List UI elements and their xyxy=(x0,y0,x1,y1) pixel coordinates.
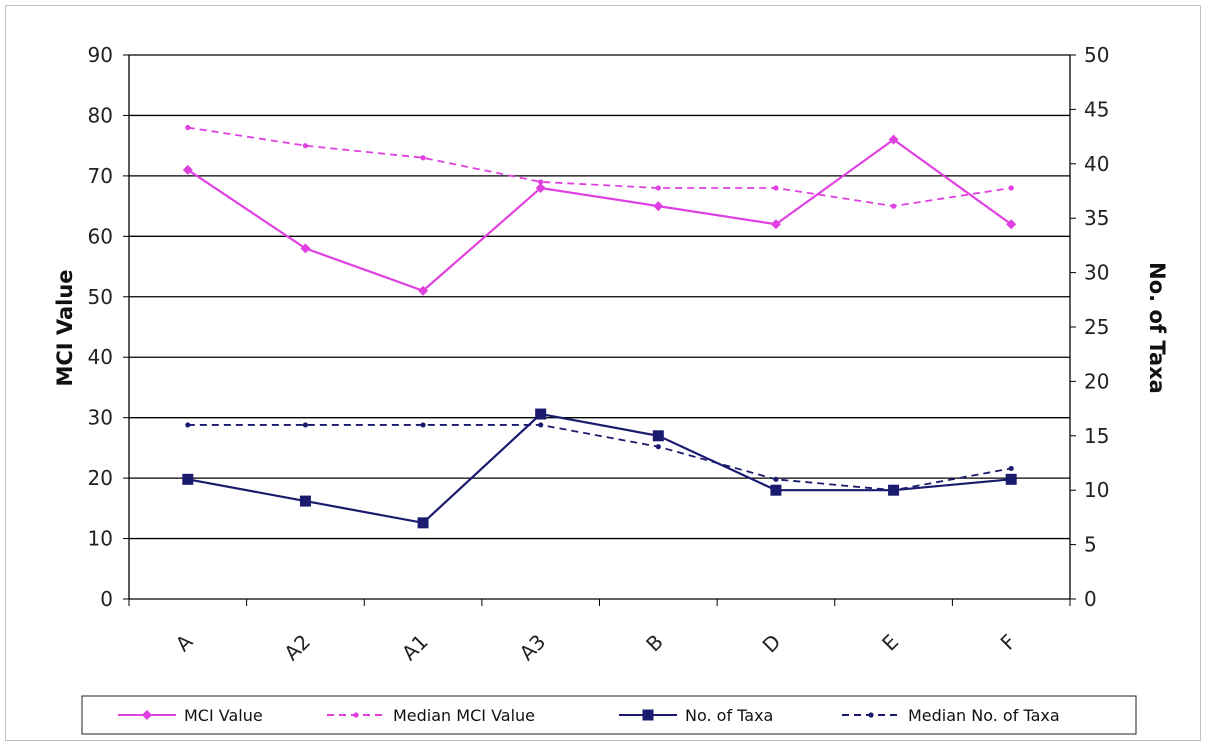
data-point xyxy=(890,487,897,493)
data-point xyxy=(1008,185,1014,191)
data-point xyxy=(302,422,309,428)
x-tick-label: A1 xyxy=(397,630,433,666)
legend-label: Median MCI Value xyxy=(393,706,535,725)
y2-tick-label: 20 xyxy=(1084,369,1109,393)
y2-tick-label: 15 xyxy=(1084,424,1109,448)
data-point xyxy=(868,712,874,718)
x-tick-label: E xyxy=(877,630,903,656)
data-point xyxy=(773,476,779,482)
y2-tick-label: 10 xyxy=(1084,478,1109,502)
data-point xyxy=(770,484,782,496)
data-point xyxy=(300,243,311,254)
y2-tick-label: 50 xyxy=(1084,43,1109,67)
legend-label: No. of Taxa xyxy=(685,706,773,725)
series-line-median-mci-value xyxy=(187,126,1012,208)
data-point xyxy=(418,285,429,296)
y2-tick-label: 30 xyxy=(1084,261,1109,285)
data-point xyxy=(652,430,664,442)
data-point xyxy=(420,155,426,161)
data-point xyxy=(538,179,544,185)
y-axis-title: MCI Value xyxy=(53,269,77,386)
data-point xyxy=(185,422,191,428)
data-point xyxy=(182,164,193,175)
y-tick-label: 50 xyxy=(88,285,113,309)
data-point xyxy=(655,185,661,191)
data-point xyxy=(1005,473,1017,485)
x-tick-label: A2 xyxy=(279,630,315,666)
data-point xyxy=(642,709,654,721)
data-point xyxy=(653,201,664,212)
chart-frame xyxy=(5,5,1201,741)
y-tick-label: 70 xyxy=(88,164,113,188)
data-point xyxy=(353,712,359,718)
data-point xyxy=(535,182,546,193)
grid-layer xyxy=(129,54,1070,540)
legend-label: Median No. of Taxa xyxy=(908,706,1060,725)
y2-tick-label: 0 xyxy=(1084,587,1097,611)
y2-axis-title: No. of Taxa xyxy=(1145,262,1169,394)
x-tick-label: A xyxy=(171,629,198,656)
y2-tick-label: 45 xyxy=(1084,97,1109,121)
data-point xyxy=(302,143,309,149)
data-point xyxy=(1008,465,1014,472)
legend: MCI Value Median MCI Value No. of Taxa Medi… xyxy=(81,695,1137,735)
y2-tick-label: 5 xyxy=(1084,533,1097,557)
series-layer xyxy=(182,124,1017,529)
data-point xyxy=(417,517,429,529)
y2-tick-label: 35 xyxy=(1084,206,1109,230)
data-point xyxy=(770,219,781,230)
y-tick-label: 80 xyxy=(88,103,113,127)
data-point xyxy=(142,710,152,720)
y-tick-label: 60 xyxy=(88,224,113,248)
y-tick-label: 20 xyxy=(88,466,113,490)
series-line-no-of-taxa xyxy=(187,412,1012,525)
legend-label: MCI Value xyxy=(184,706,263,725)
y-tick-label: 30 xyxy=(88,406,113,430)
data-point xyxy=(182,473,194,485)
data-point xyxy=(1006,219,1017,230)
series-line-mci-value xyxy=(187,138,1012,292)
data-point xyxy=(773,185,779,191)
series-line-median-no-of-taxa xyxy=(187,424,1012,492)
y2-tick-label: 25 xyxy=(1084,315,1109,339)
y2-tick-label: 40 xyxy=(1084,152,1109,176)
data-point xyxy=(655,444,661,450)
x-tick-label: F xyxy=(996,630,1021,655)
data-point xyxy=(535,408,547,420)
y-tick-label: 10 xyxy=(88,527,113,551)
x-tick-label: D xyxy=(758,630,786,658)
legend-box xyxy=(81,695,1137,735)
data-point xyxy=(890,203,897,209)
y-tick-label: 40 xyxy=(88,345,113,369)
data-point xyxy=(538,422,544,428)
data-point xyxy=(888,134,899,145)
y-tick-label: 0 xyxy=(100,587,113,611)
data-point xyxy=(420,422,426,428)
data-point xyxy=(299,495,311,507)
x-tick-label: B xyxy=(641,630,668,657)
x-tick-label: A3 xyxy=(515,630,551,666)
y-tick-label: 90 xyxy=(88,43,113,67)
data-point xyxy=(185,124,191,131)
